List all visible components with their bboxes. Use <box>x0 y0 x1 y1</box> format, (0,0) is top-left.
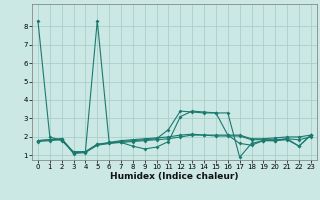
X-axis label: Humidex (Indice chaleur): Humidex (Indice chaleur) <box>110 172 239 181</box>
